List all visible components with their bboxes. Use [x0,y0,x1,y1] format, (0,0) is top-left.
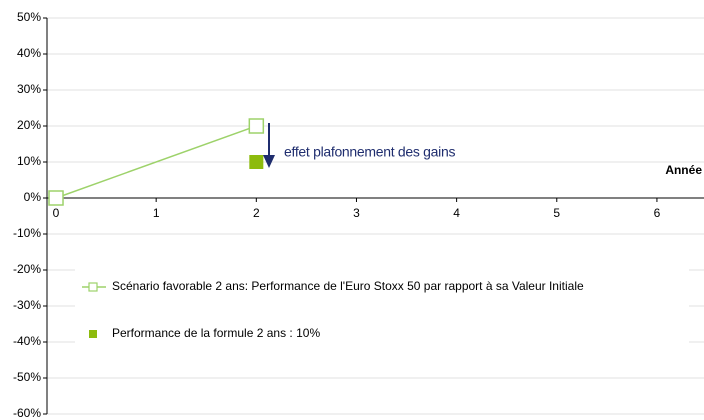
legend-marker [88,282,98,292]
y-tick-label: 0% [24,190,42,204]
arrow-head [263,155,275,168]
legend-label: Performance de la formule 2 ans : 10% [112,326,320,340]
legend-marker [89,330,97,338]
legend-label: Scénario favorable 2 ans: Performance de… [112,279,584,293]
y-tick-label: -30% [13,298,41,312]
x-tick-label: 0 [53,206,60,220]
marker [48,190,64,206]
y-tick-label: -50% [13,370,41,384]
annotation: effet plafonnement des gains [284,144,455,160]
y-tick-label: 30% [17,82,41,96]
y-tick-label: -10% [13,226,41,240]
x-tick-label: 5 [553,206,560,220]
legend [75,264,689,352]
y-tick-label: -40% [13,334,41,348]
x-tick-label: 4 [453,206,460,220]
marker [248,118,265,134]
marker [249,155,264,169]
x-tick-label: 3 [353,206,360,220]
y-tick-label: -60% [13,406,41,420]
y-tick-label: 50% [17,10,41,24]
y-tick-label: 10% [17,154,41,168]
y-tick-label: -20% [13,262,41,276]
line [55,125,257,199]
x-tick-label: 2 [253,206,260,220]
x-tick-label: 1 [153,206,160,220]
y-tick-label: 20% [17,118,41,132]
x-axis-label: Année [665,163,702,177]
y-tick-label: 40% [17,46,41,60]
x-tick-label: 6 [654,206,661,220]
